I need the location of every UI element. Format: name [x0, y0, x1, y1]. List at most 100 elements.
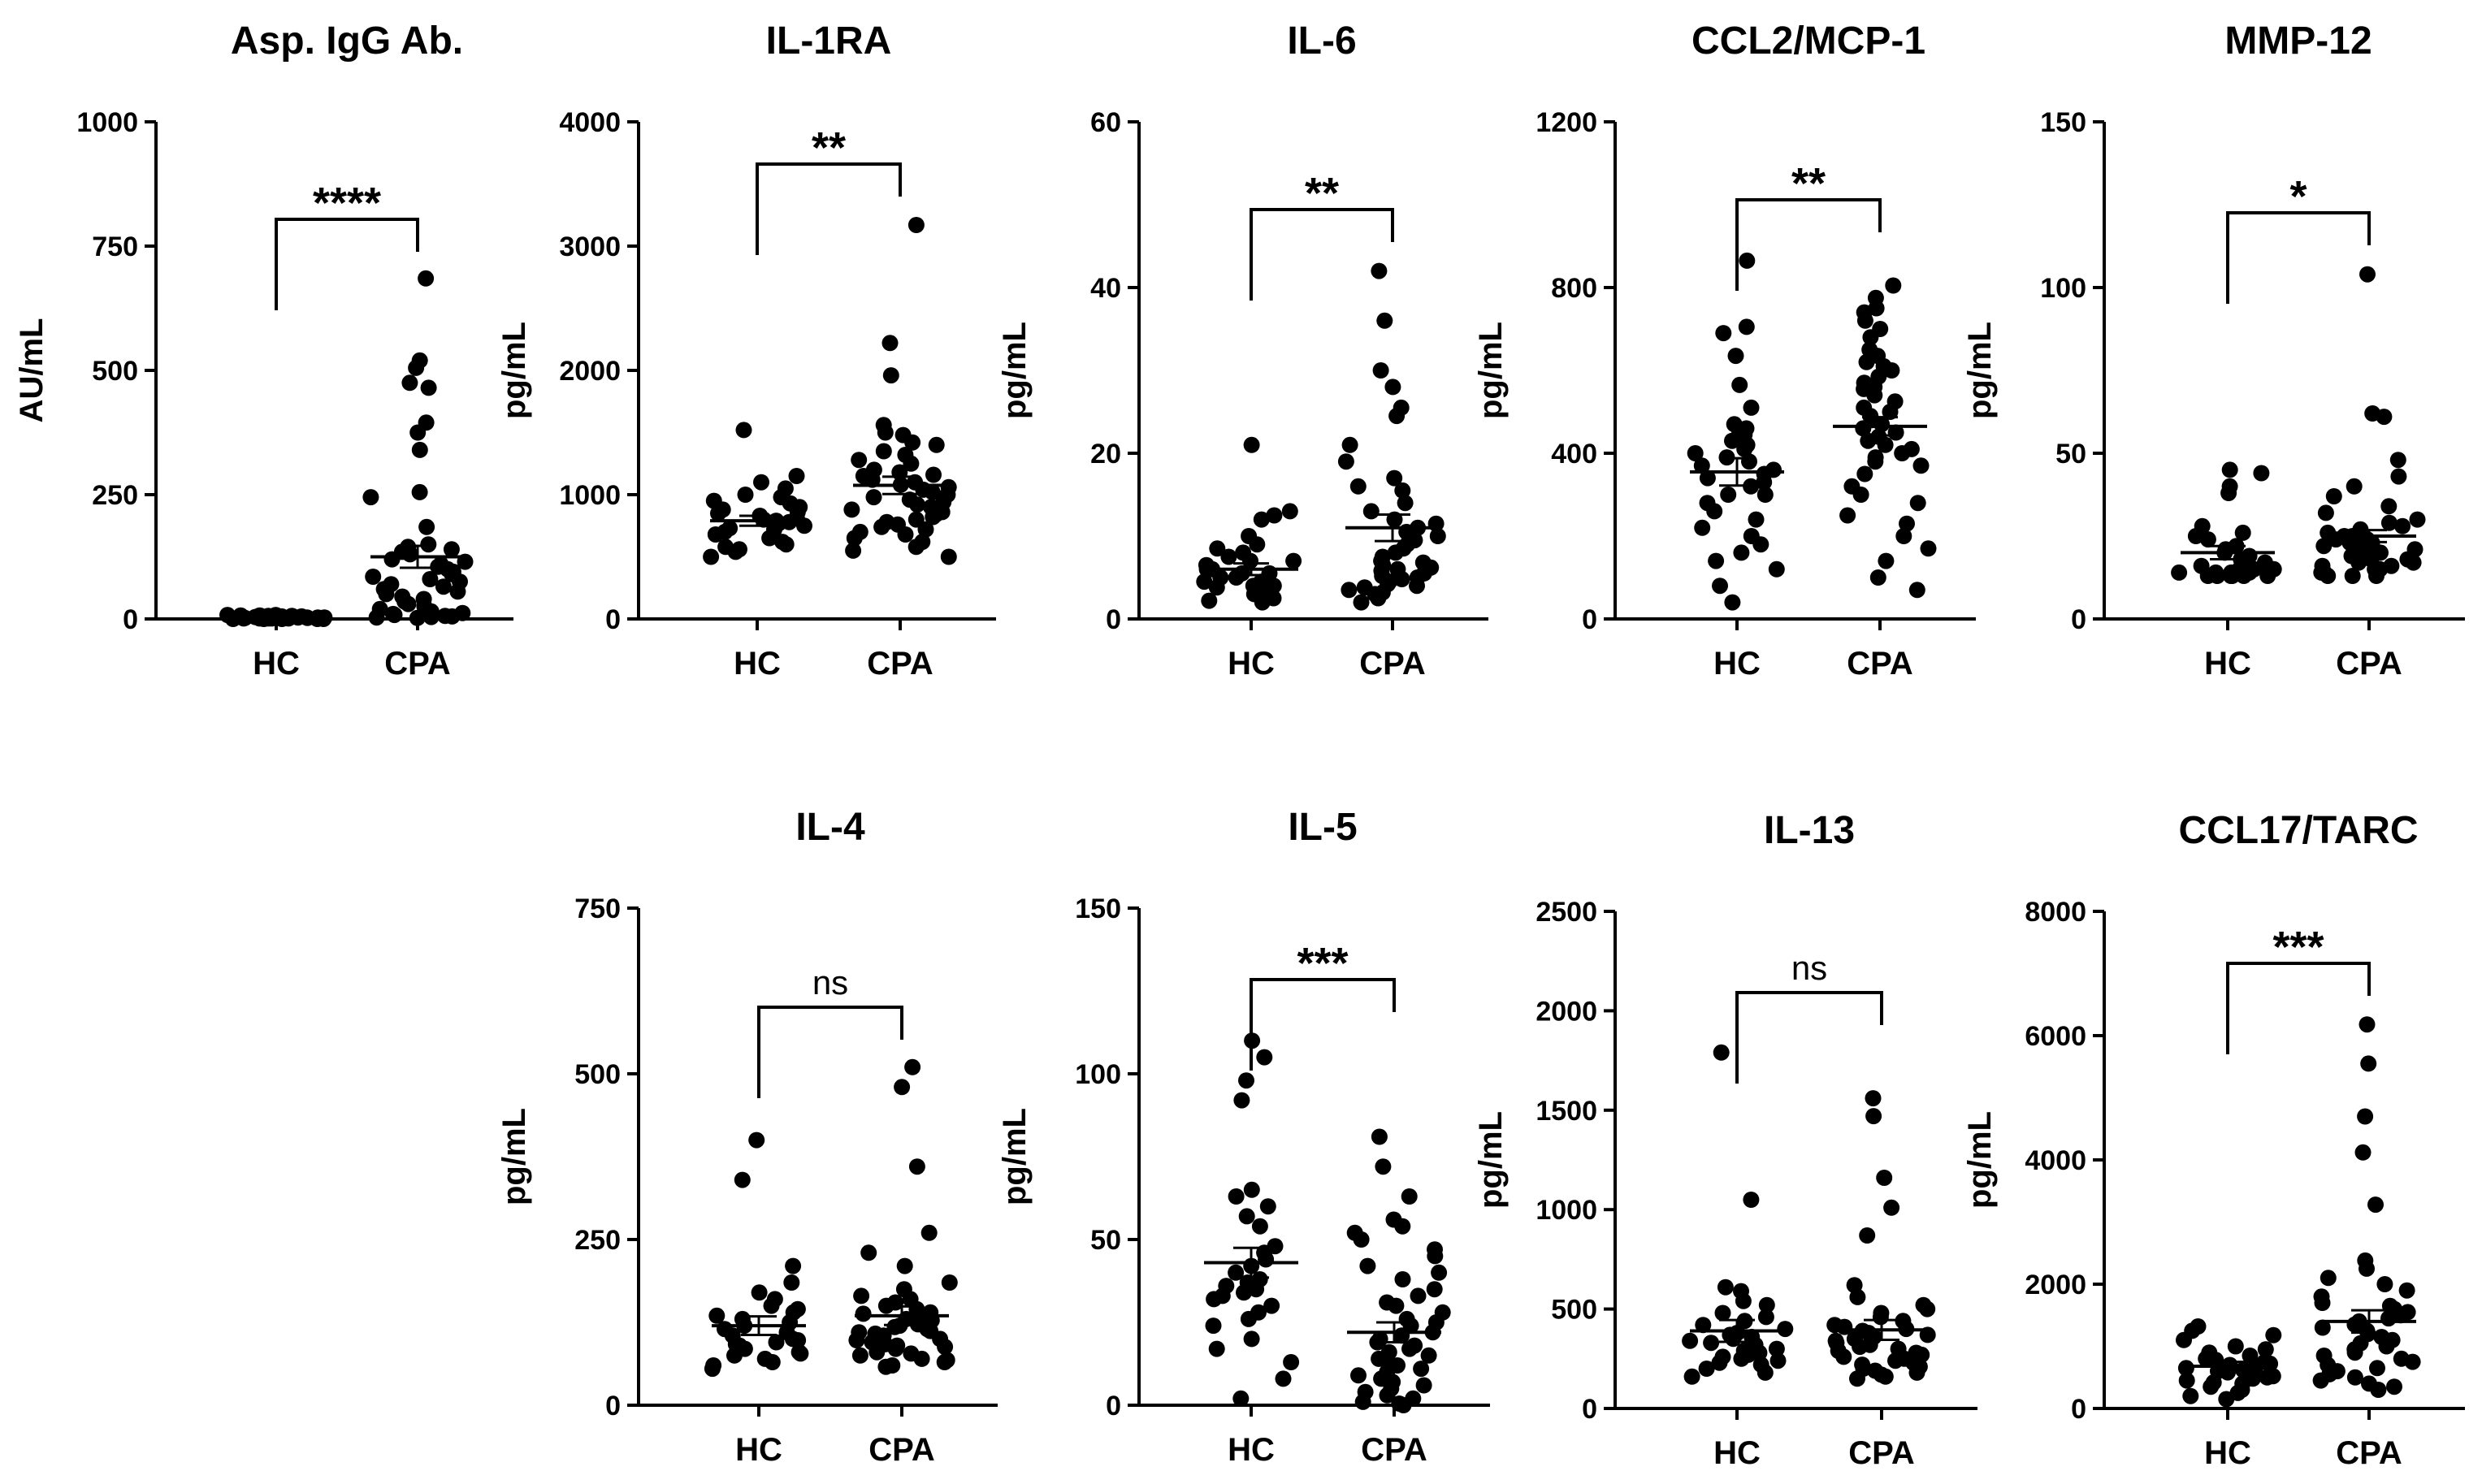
y-axis-label: pg/mL — [1473, 322, 1509, 419]
significance-label: *** — [1297, 939, 1348, 988]
data-point — [1401, 1188, 1418, 1205]
data-point — [1238, 1072, 1254, 1089]
data-point — [1757, 1309, 1774, 1326]
data-point — [2317, 504, 2334, 521]
x-category-label: CPA — [867, 646, 933, 681]
data-point — [2369, 1360, 2385, 1377]
y-axis-label: pg/mL — [997, 1108, 1033, 1205]
y-tick-label: 2000 — [1536, 996, 1597, 1027]
y-axis-label: AU/mL — [14, 318, 50, 423]
data-point — [401, 546, 418, 563]
significance-bracket — [1250, 978, 1396, 1071]
y-axis-label: pg/mL — [496, 1108, 532, 1205]
data-point — [2312, 1372, 2329, 1389]
data-point — [1708, 552, 1725, 569]
data-point — [903, 455, 920, 472]
data-point — [2386, 1378, 2402, 1395]
data-point — [1873, 416, 1891, 433]
data-point — [1777, 1321, 1794, 1338]
significance-bracket — [757, 1006, 903, 1098]
y-axis-label: pg/mL — [496, 322, 532, 419]
data-point — [1427, 1248, 1444, 1265]
data-point — [1285, 552, 1302, 569]
data-point — [1426, 1281, 1443, 1298]
data-point — [1694, 519, 1711, 536]
data-point — [1768, 1340, 1785, 1357]
data-point — [737, 487, 754, 503]
data-point — [1860, 432, 1877, 449]
y-tick-label: 100 — [2040, 273, 2086, 304]
data-point — [1698, 1361, 1715, 1377]
data-point — [707, 526, 724, 543]
data-point — [2234, 524, 2251, 541]
data-point — [2218, 1391, 2235, 1408]
data-point — [1337, 453, 1354, 470]
significance-label: **** — [313, 179, 381, 227]
data-point — [1243, 1330, 1260, 1348]
data-point — [2359, 1016, 2376, 1033]
data-point — [386, 607, 403, 624]
x-category-label: CPA — [384, 646, 450, 681]
data-point — [928, 436, 945, 453]
data-point — [1756, 1364, 1774, 1381]
y-tick-label: 1000 — [559, 480, 621, 511]
data-point — [1715, 325, 1732, 342]
data-point — [2354, 1144, 2372, 1161]
data-point — [763, 1297, 780, 1314]
data-point — [853, 1287, 870, 1304]
data-point — [1376, 312, 1393, 329]
data-point — [1265, 578, 1282, 595]
data-point — [368, 609, 385, 626]
data-point — [710, 505, 726, 521]
y-tick-label: 1000 — [1536, 1195, 1597, 1226]
y-tick-label: 2500 — [1536, 897, 1597, 928]
data-point — [894, 1079, 911, 1096]
data-point — [1703, 1335, 1720, 1352]
y-tick-label: 0 — [2071, 1394, 2086, 1425]
data-point — [400, 595, 417, 612]
data-point — [401, 374, 418, 392]
data-point — [1388, 408, 1406, 425]
data-point — [1878, 552, 1895, 569]
data-point — [1205, 1317, 1222, 1335]
y-tick-label: 0 — [605, 1391, 621, 1421]
data-point — [1699, 469, 1716, 487]
data-point — [1394, 482, 1411, 499]
data-point — [1281, 503, 1298, 520]
x-category-label: HC — [1228, 1432, 1275, 1468]
data-point — [882, 367, 899, 384]
data-point — [1919, 1300, 1936, 1317]
data-point — [2380, 498, 2398, 515]
data-point — [1209, 540, 1226, 557]
data-point — [1883, 1199, 1900, 1216]
data-point — [2257, 1341, 2274, 1358]
data-point — [411, 483, 428, 500]
y-tick-label: 4000 — [2025, 1145, 2086, 1176]
data-point — [409, 609, 426, 626]
data-point — [2176, 1331, 2192, 1348]
data-point — [2187, 528, 2204, 544]
data-point — [925, 466, 942, 483]
data-point — [1240, 1310, 1257, 1327]
data-point — [420, 379, 437, 396]
y-axis-label: pg/mL — [1473, 1111, 1509, 1209]
data-point — [362, 489, 379, 506]
data-point — [432, 556, 449, 573]
data-point — [1395, 1397, 1412, 1413]
data-point — [2171, 564, 2188, 581]
x-category-label: HC — [1713, 1435, 1761, 1471]
data-point — [1727, 348, 1744, 365]
data-point — [1258, 1251, 1275, 1268]
data-point — [1756, 474, 1773, 491]
data-point — [1259, 1198, 1276, 1215]
data-point — [1375, 1158, 1392, 1175]
data-point — [727, 543, 744, 560]
data-point — [1887, 1352, 1904, 1369]
data-point — [2359, 266, 2376, 283]
data-point — [1415, 1377, 1432, 1394]
data-point — [748, 1131, 765, 1149]
data-point — [2359, 1260, 2375, 1277]
data-point — [785, 1257, 802, 1274]
data-point — [1341, 436, 1358, 453]
y-tick-label: 400 — [1551, 439, 1597, 469]
